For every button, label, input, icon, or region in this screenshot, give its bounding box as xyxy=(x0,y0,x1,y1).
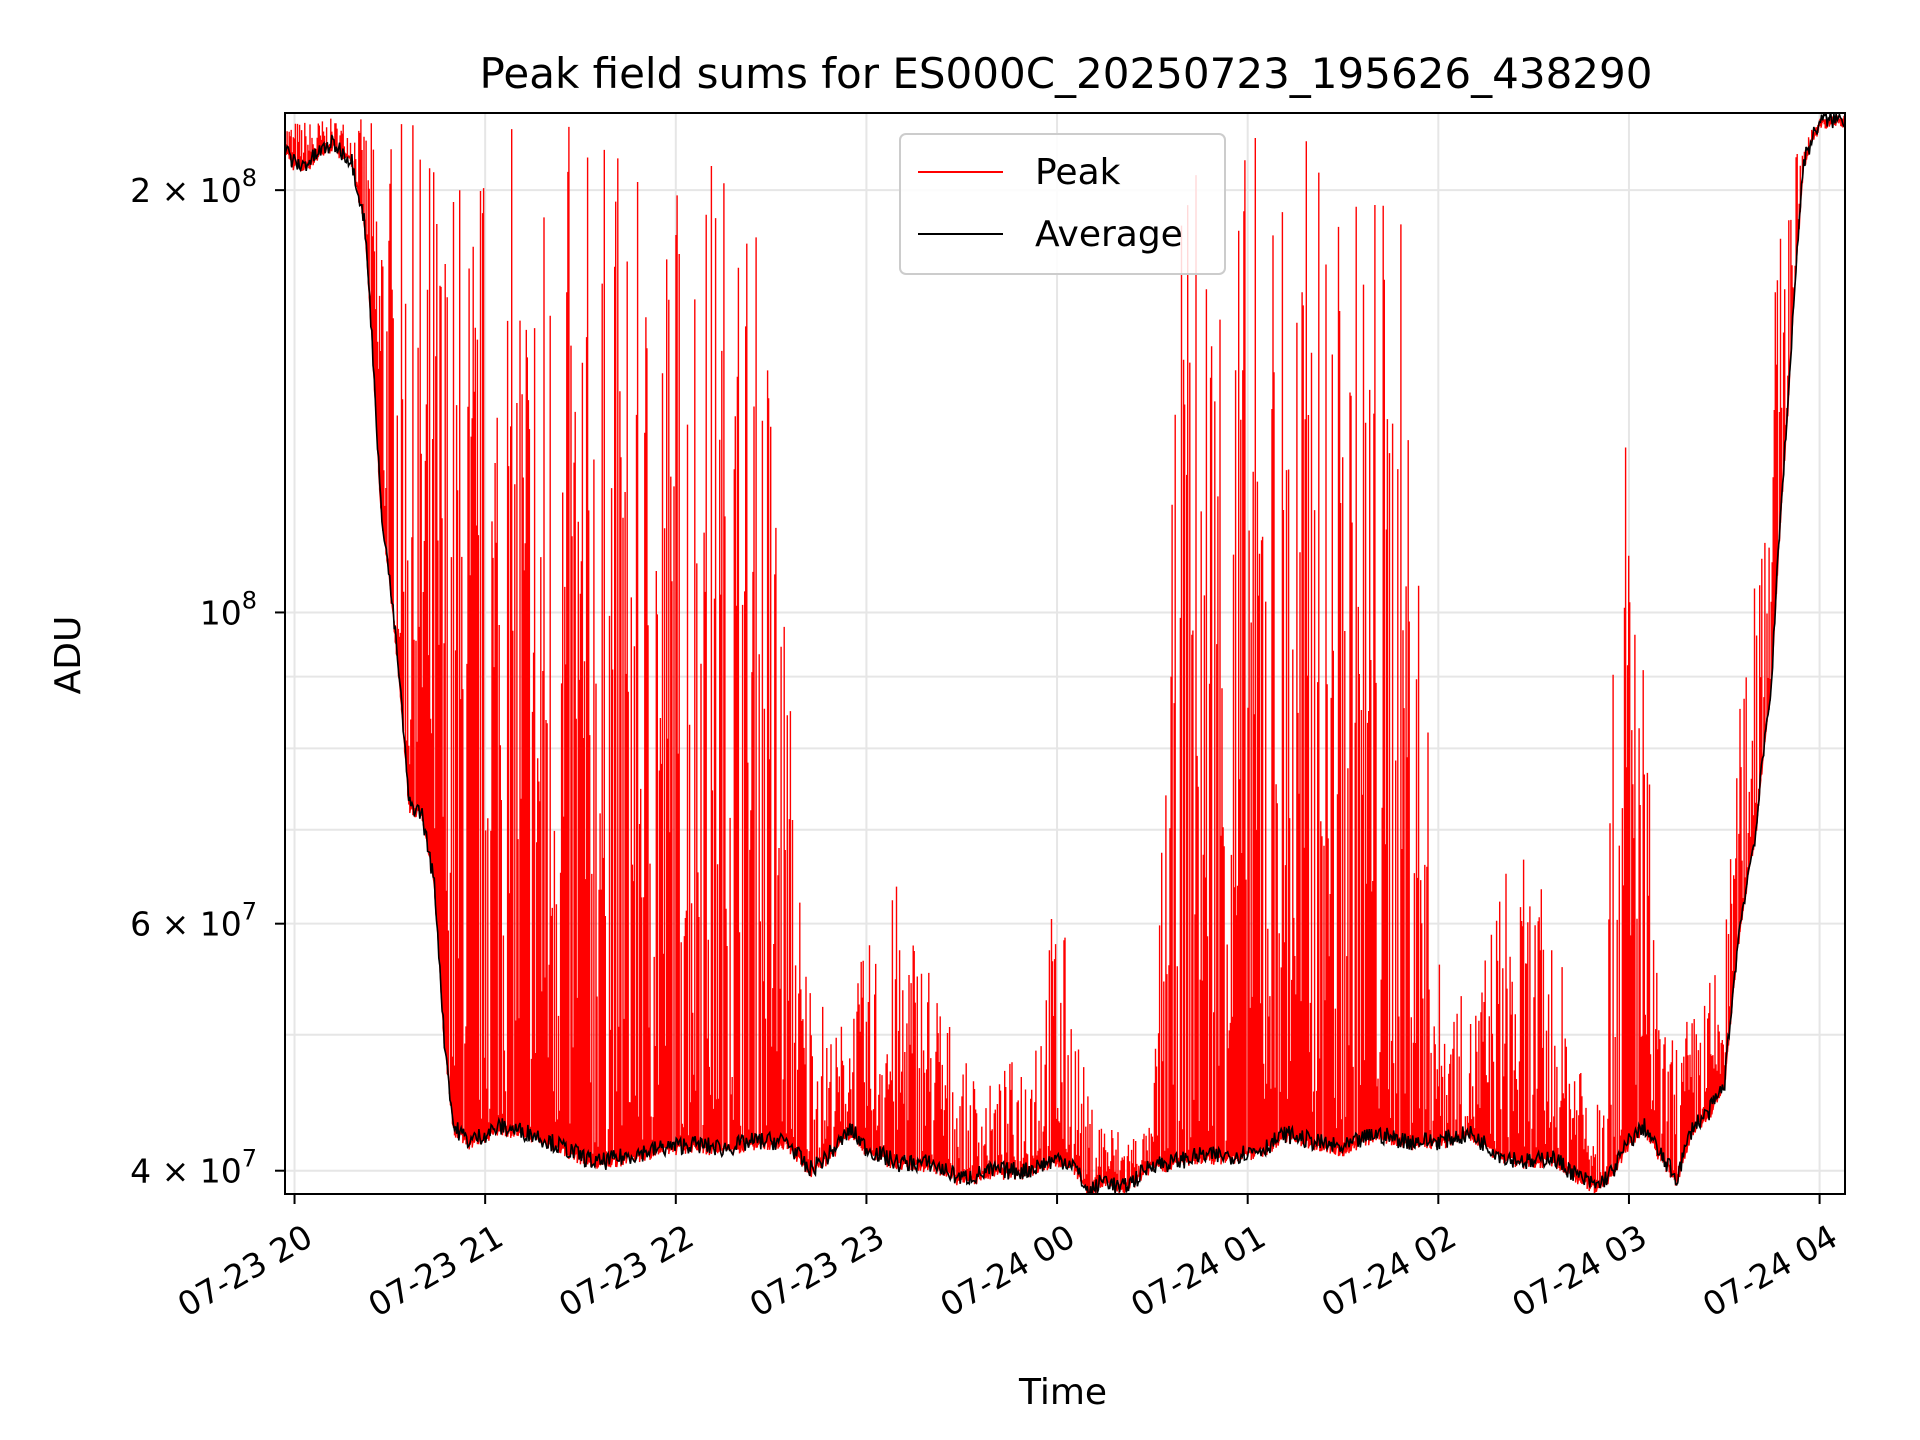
x-axis-label: Time xyxy=(1018,1372,1107,1413)
chart-title: Peak field sums for ES000C_20250723_1956… xyxy=(480,49,1653,98)
plot-frame xyxy=(284,112,1846,1195)
series-average xyxy=(285,113,1845,1194)
y-axis-label: ADU xyxy=(48,616,89,695)
y-axis: 4 × 107 6 × 107 108 2 × 108 xyxy=(130,164,285,1191)
y-tick-label: 6 × 107 xyxy=(130,898,257,944)
average-line xyxy=(285,113,1845,1194)
y-tick-label: 2 × 108 xyxy=(130,164,257,210)
legend-label-peak: Peak xyxy=(1035,152,1121,193)
legend: Peak Average xyxy=(899,133,1226,275)
y-tick-label: 4 × 107 xyxy=(130,1145,257,1191)
legend-frame xyxy=(899,133,1226,275)
legend-label-average: Average xyxy=(1035,214,1183,255)
y-tick-label: 108 xyxy=(200,586,257,632)
